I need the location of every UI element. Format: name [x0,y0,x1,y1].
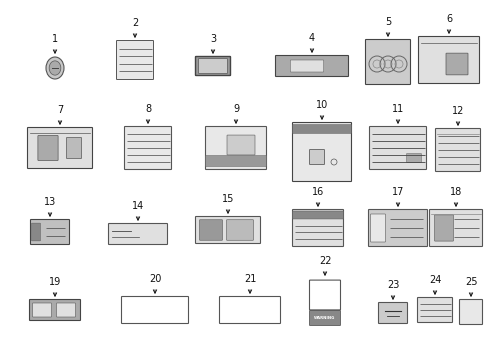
Text: 25: 25 [464,277,476,287]
Text: 12: 12 [451,106,463,116]
FancyBboxPatch shape [435,129,480,171]
FancyBboxPatch shape [29,300,81,320]
FancyBboxPatch shape [32,303,51,317]
Text: 20: 20 [148,274,161,284]
Text: 3: 3 [209,34,216,44]
FancyBboxPatch shape [205,126,266,170]
FancyBboxPatch shape [309,310,340,325]
Text: 14: 14 [132,201,144,211]
Text: 9: 9 [232,104,239,114]
Text: 17: 17 [391,187,404,197]
Text: 5: 5 [384,17,390,27]
FancyBboxPatch shape [108,224,167,244]
FancyBboxPatch shape [198,58,227,73]
FancyBboxPatch shape [309,149,324,165]
FancyBboxPatch shape [309,280,340,310]
FancyBboxPatch shape [226,220,253,240]
FancyBboxPatch shape [226,135,254,155]
FancyBboxPatch shape [124,126,171,170]
FancyBboxPatch shape [219,297,280,324]
FancyBboxPatch shape [66,138,81,158]
Text: 24: 24 [428,275,440,285]
Text: 15: 15 [222,194,234,204]
FancyBboxPatch shape [195,57,230,76]
FancyBboxPatch shape [428,210,482,247]
FancyBboxPatch shape [418,36,479,84]
Text: 18: 18 [449,187,461,197]
FancyBboxPatch shape [27,127,92,168]
Text: 11: 11 [391,104,403,114]
FancyBboxPatch shape [406,153,421,162]
FancyBboxPatch shape [417,297,451,323]
Text: 2: 2 [132,18,138,28]
FancyBboxPatch shape [292,125,351,134]
Text: 23: 23 [386,280,398,290]
FancyBboxPatch shape [116,40,153,80]
Ellipse shape [49,61,61,75]
Text: WARNING: WARNING [314,316,335,320]
Text: 7: 7 [57,105,63,115]
FancyBboxPatch shape [292,122,351,181]
FancyBboxPatch shape [121,297,188,324]
Text: 19: 19 [49,277,61,287]
Text: 22: 22 [318,256,330,266]
FancyBboxPatch shape [365,40,409,85]
FancyBboxPatch shape [370,214,385,242]
FancyBboxPatch shape [290,60,323,72]
Text: 10: 10 [315,100,327,110]
Ellipse shape [46,57,64,79]
FancyBboxPatch shape [459,300,482,324]
FancyBboxPatch shape [292,210,343,247]
FancyBboxPatch shape [199,220,222,240]
FancyBboxPatch shape [445,53,467,75]
FancyBboxPatch shape [38,135,58,161]
FancyBboxPatch shape [30,220,69,244]
Text: 4: 4 [308,33,314,43]
Text: 1: 1 [52,34,58,44]
FancyBboxPatch shape [292,211,343,219]
Text: 6: 6 [445,14,451,24]
FancyBboxPatch shape [368,210,427,247]
FancyBboxPatch shape [195,216,260,243]
FancyBboxPatch shape [275,55,348,77]
FancyBboxPatch shape [434,215,452,241]
FancyBboxPatch shape [369,126,426,170]
FancyBboxPatch shape [378,302,407,324]
Text: 13: 13 [44,197,56,207]
FancyBboxPatch shape [57,303,75,317]
FancyBboxPatch shape [31,223,41,241]
Text: 21: 21 [244,274,256,284]
Text: 16: 16 [311,187,324,197]
Text: 8: 8 [144,104,151,114]
FancyBboxPatch shape [205,156,266,166]
